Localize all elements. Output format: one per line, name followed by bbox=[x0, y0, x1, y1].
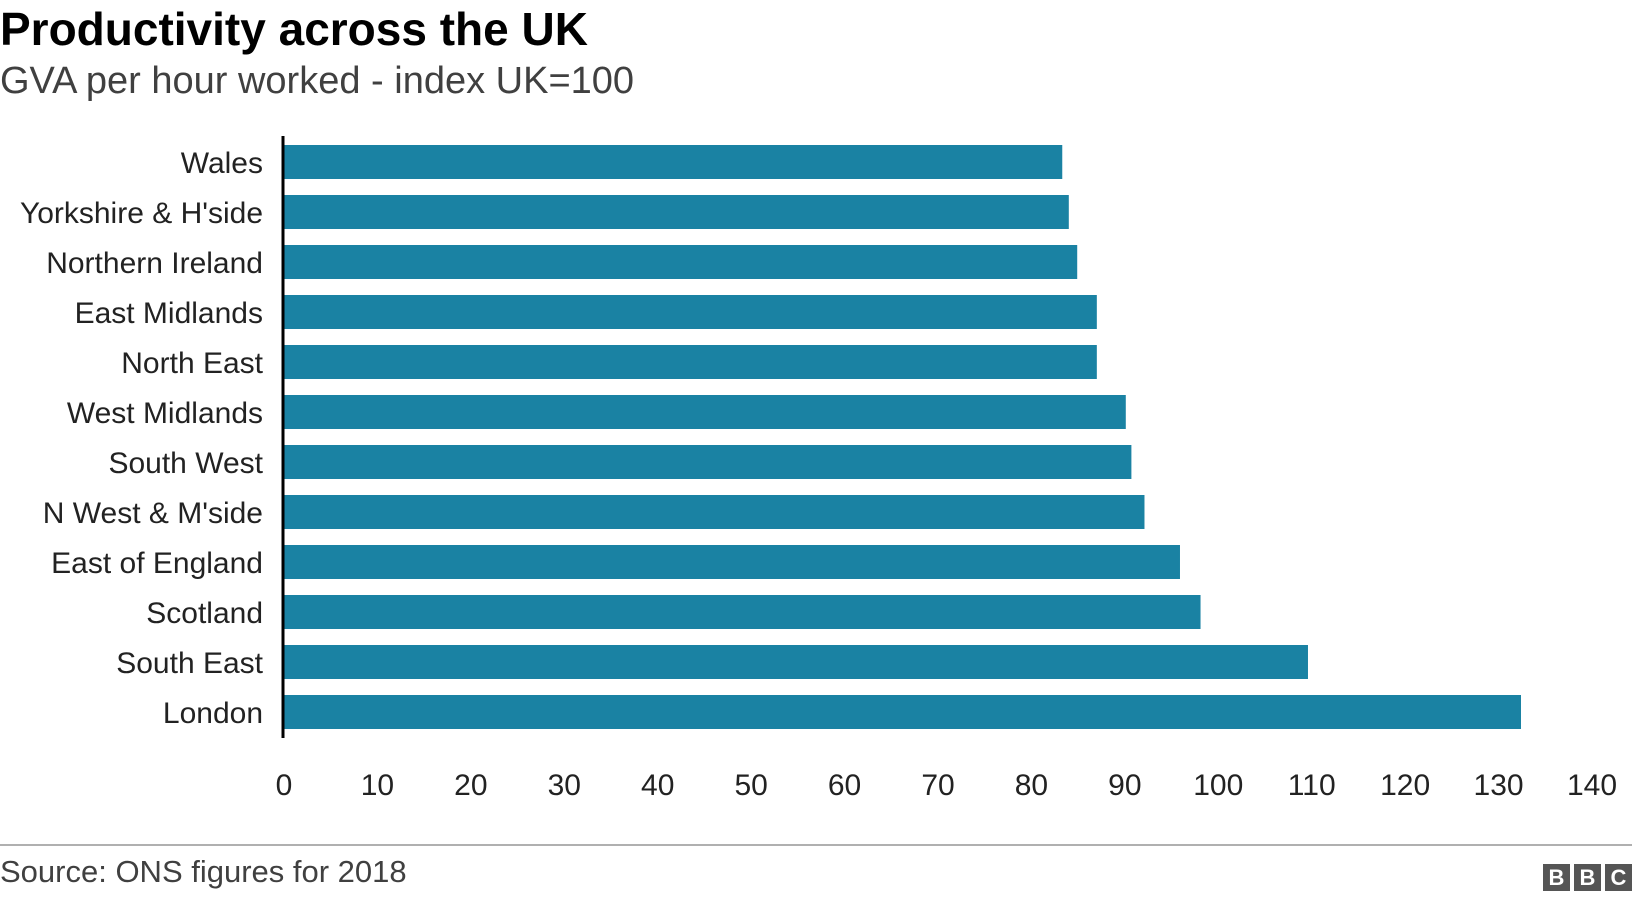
category-label: South East bbox=[116, 647, 263, 680]
category-label: London bbox=[163, 697, 263, 730]
logo-letter: B bbox=[1574, 864, 1601, 891]
category-labels: Wales Yorkshire & H'side Northern Ireland E… bbox=[20, 147, 264, 730]
x-axis-tick-labels: 0 10 20 30 40 50 60 70 80 90 100 110 120 130 140 bbox=[276, 769, 1617, 802]
x-tick-label: 80 bbox=[1015, 769, 1048, 802]
x-tick-label: 120 bbox=[1380, 769, 1430, 802]
x-tick-label: 90 bbox=[1108, 769, 1141, 802]
category-label: West Midlands bbox=[67, 397, 263, 430]
source-note: Source: ONS figures for 2018 bbox=[0, 854, 407, 889]
x-tick-label: 40 bbox=[641, 769, 674, 802]
footer-divider bbox=[0, 844, 1632, 846]
bar-west-midlands bbox=[284, 395, 1126, 429]
category-label: East of England bbox=[51, 547, 263, 580]
bar-scotland bbox=[284, 595, 1201, 629]
x-tick-label: 20 bbox=[454, 769, 487, 802]
bar-south-east bbox=[284, 645, 1308, 679]
x-tick-label: 10 bbox=[361, 769, 394, 802]
bar-n-west-m-side bbox=[284, 495, 1145, 529]
category-label: Wales bbox=[181, 147, 263, 180]
x-tick-label: 30 bbox=[548, 769, 581, 802]
chart-subtitle: GVA per hour worked - index UK=100 bbox=[0, 60, 635, 102]
x-tick-label: 50 bbox=[734, 769, 767, 802]
category-label: N West & M'side bbox=[43, 497, 263, 530]
bar-chart: Wales Yorkshire & H'side Northern Ireland E… bbox=[20, 136, 1617, 802]
bar-east-of-england bbox=[284, 545, 1180, 579]
category-label: East Midlands bbox=[75, 297, 263, 330]
category-label: Yorkshire & H'side bbox=[20, 197, 263, 230]
x-tick-label: 130 bbox=[1474, 769, 1524, 802]
chart-title: Productivity across the UK bbox=[0, 3, 588, 55]
x-tick-label: 110 bbox=[1288, 769, 1336, 802]
bar-yorkshire-h-side bbox=[284, 195, 1069, 229]
bar-northern-ireland bbox=[284, 245, 1078, 279]
logo-letter: B bbox=[1543, 864, 1570, 891]
bar-wales bbox=[284, 145, 1063, 179]
category-label: Northern Ireland bbox=[46, 247, 263, 280]
x-tick-label: 60 bbox=[828, 769, 861, 802]
bar-south-west bbox=[284, 445, 1132, 479]
category-label: North East bbox=[121, 347, 263, 380]
bars-group bbox=[284, 145, 1521, 729]
x-tick-label: 70 bbox=[921, 769, 954, 802]
x-tick-label: 140 bbox=[1567, 769, 1617, 802]
x-tick-label: 0 bbox=[276, 769, 293, 802]
x-tick-label: 100 bbox=[1193, 769, 1243, 802]
logo-letter: C bbox=[1605, 864, 1632, 891]
bbc-logo: B B C bbox=[1543, 864, 1632, 891]
bar-north-east bbox=[284, 345, 1097, 379]
bar-london bbox=[284, 695, 1521, 729]
bar-east-midlands bbox=[284, 295, 1097, 329]
category-label: Scotland bbox=[146, 597, 263, 630]
category-label: South West bbox=[108, 447, 263, 480]
